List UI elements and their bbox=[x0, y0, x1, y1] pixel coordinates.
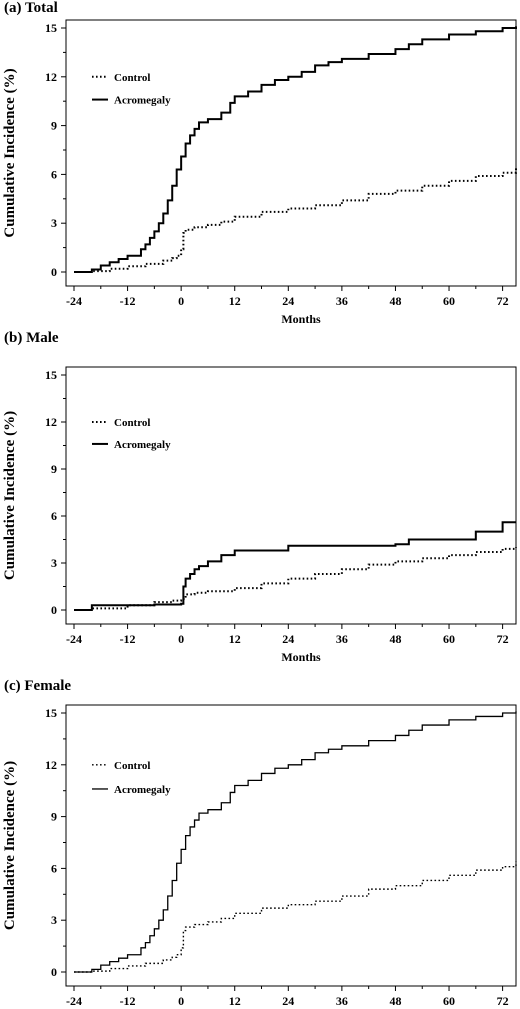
y-tick-label: 9 bbox=[51, 462, 57, 476]
series-control-line bbox=[74, 861, 517, 973]
x-tick-label: 0 bbox=[178, 632, 184, 646]
x-tick-label: 24 bbox=[282, 294, 294, 308]
x-tick-label: 24 bbox=[282, 632, 294, 646]
y-tick-label: 3 bbox=[51, 556, 57, 570]
x-tick-label: 36 bbox=[336, 994, 348, 1008]
x-axis-title: Months bbox=[281, 650, 321, 664]
x-tick-label: 0 bbox=[178, 994, 184, 1008]
plot-frame bbox=[65, 19, 517, 287]
x-axis-title: Months bbox=[281, 312, 321, 326]
y-axis-title: Cumulative Incidence (%) bbox=[2, 761, 18, 930]
y-tick-label: 15 bbox=[45, 368, 57, 382]
x-tick-label: 0 bbox=[178, 294, 184, 308]
x-tick-label: 24 bbox=[282, 994, 294, 1008]
y-tick-label: 9 bbox=[51, 810, 57, 824]
x-tick-label: 36 bbox=[336, 294, 348, 308]
y-tick-label: 12 bbox=[45, 758, 57, 772]
legend-label: Acromegaly bbox=[114, 439, 171, 451]
x-tick-label: 72 bbox=[497, 994, 509, 1008]
y-tick-label: 3 bbox=[51, 913, 57, 927]
series-acromegaly-line bbox=[74, 26, 517, 273]
legend-label: Control bbox=[114, 72, 150, 84]
x-tick-label: 12 bbox=[229, 994, 241, 1008]
legend-label: Acromegaly bbox=[114, 95, 171, 107]
series-control-line bbox=[74, 547, 517, 611]
x-tick-label: 48 bbox=[389, 994, 401, 1008]
legend-label: Control bbox=[114, 417, 150, 429]
y-tick-label: 6 bbox=[51, 509, 57, 523]
panel-female: (c) Female 03691215-24-120122436486072Mo… bbox=[0, 678, 520, 1009]
y-tick-label: 12 bbox=[45, 415, 57, 429]
y-tick-label: 15 bbox=[45, 706, 57, 720]
plot-frame bbox=[65, 704, 517, 987]
series-acromegaly-line bbox=[74, 711, 517, 973]
x-tick-label: -12 bbox=[120, 632, 136, 646]
y-tick-label: 0 bbox=[51, 265, 57, 279]
x-tick-label: -12 bbox=[120, 994, 136, 1008]
panel-title: (c) Female bbox=[4, 678, 72, 694]
y-tick-label: 0 bbox=[51, 603, 57, 617]
x-tick-label: 72 bbox=[497, 632, 509, 646]
series-control-line bbox=[74, 167, 517, 273]
y-tick-label: 0 bbox=[51, 965, 57, 979]
x-tick-label: 60 bbox=[443, 632, 455, 646]
panel-male: (b) Male 0 3 6 9 12 15 -24 -12 0 12 24 36 48 60 72 Mont… bbox=[0, 330, 520, 670]
x-tick-label: -24 bbox=[66, 632, 82, 646]
legend-label: Acromegaly bbox=[114, 784, 171, 796]
plot-frame bbox=[65, 366, 517, 625]
panel-title: (a) Total bbox=[4, 0, 58, 16]
y-tick-label: 9 bbox=[51, 119, 57, 133]
x-tick-label: -12 bbox=[120, 294, 136, 308]
panel-title: (b) Male bbox=[4, 330, 59, 346]
x-tick-label: 48 bbox=[389, 294, 401, 308]
y-tick-label: 6 bbox=[51, 167, 57, 181]
y-tick-label: 12 bbox=[45, 70, 57, 84]
y-axis-title: Cumulative Incidence (%) bbox=[2, 411, 18, 580]
x-tick-label: -24 bbox=[66, 294, 82, 308]
legend-label: Control bbox=[114, 760, 150, 772]
y-tick-label: 15 bbox=[45, 21, 57, 35]
x-tick-label: 72 bbox=[497, 294, 509, 308]
chart-female: 03691215-24-120122436486072MonthsCumulat… bbox=[2, 704, 517, 1008]
x-tick-label: 12 bbox=[229, 632, 241, 646]
x-tick-label: 12 bbox=[229, 294, 241, 308]
x-tick-label: 36 bbox=[336, 632, 348, 646]
panel-total: (a) Total 0 3 6 9 12 15 -24 -12 0 12 24 36 48 60 72 Mon… bbox=[0, 0, 520, 335]
x-tick-label: 48 bbox=[389, 632, 401, 646]
x-tick-label: 60 bbox=[443, 994, 455, 1008]
x-tick-label: 60 bbox=[443, 294, 455, 308]
y-tick-label: 6 bbox=[51, 861, 57, 875]
y-tick-label: 3 bbox=[51, 216, 57, 230]
x-tick-label: -24 bbox=[66, 994, 82, 1008]
series-acromegaly-line bbox=[74, 521, 516, 611]
y-axis-title: Cumulative Incidence (%) bbox=[2, 68, 18, 237]
